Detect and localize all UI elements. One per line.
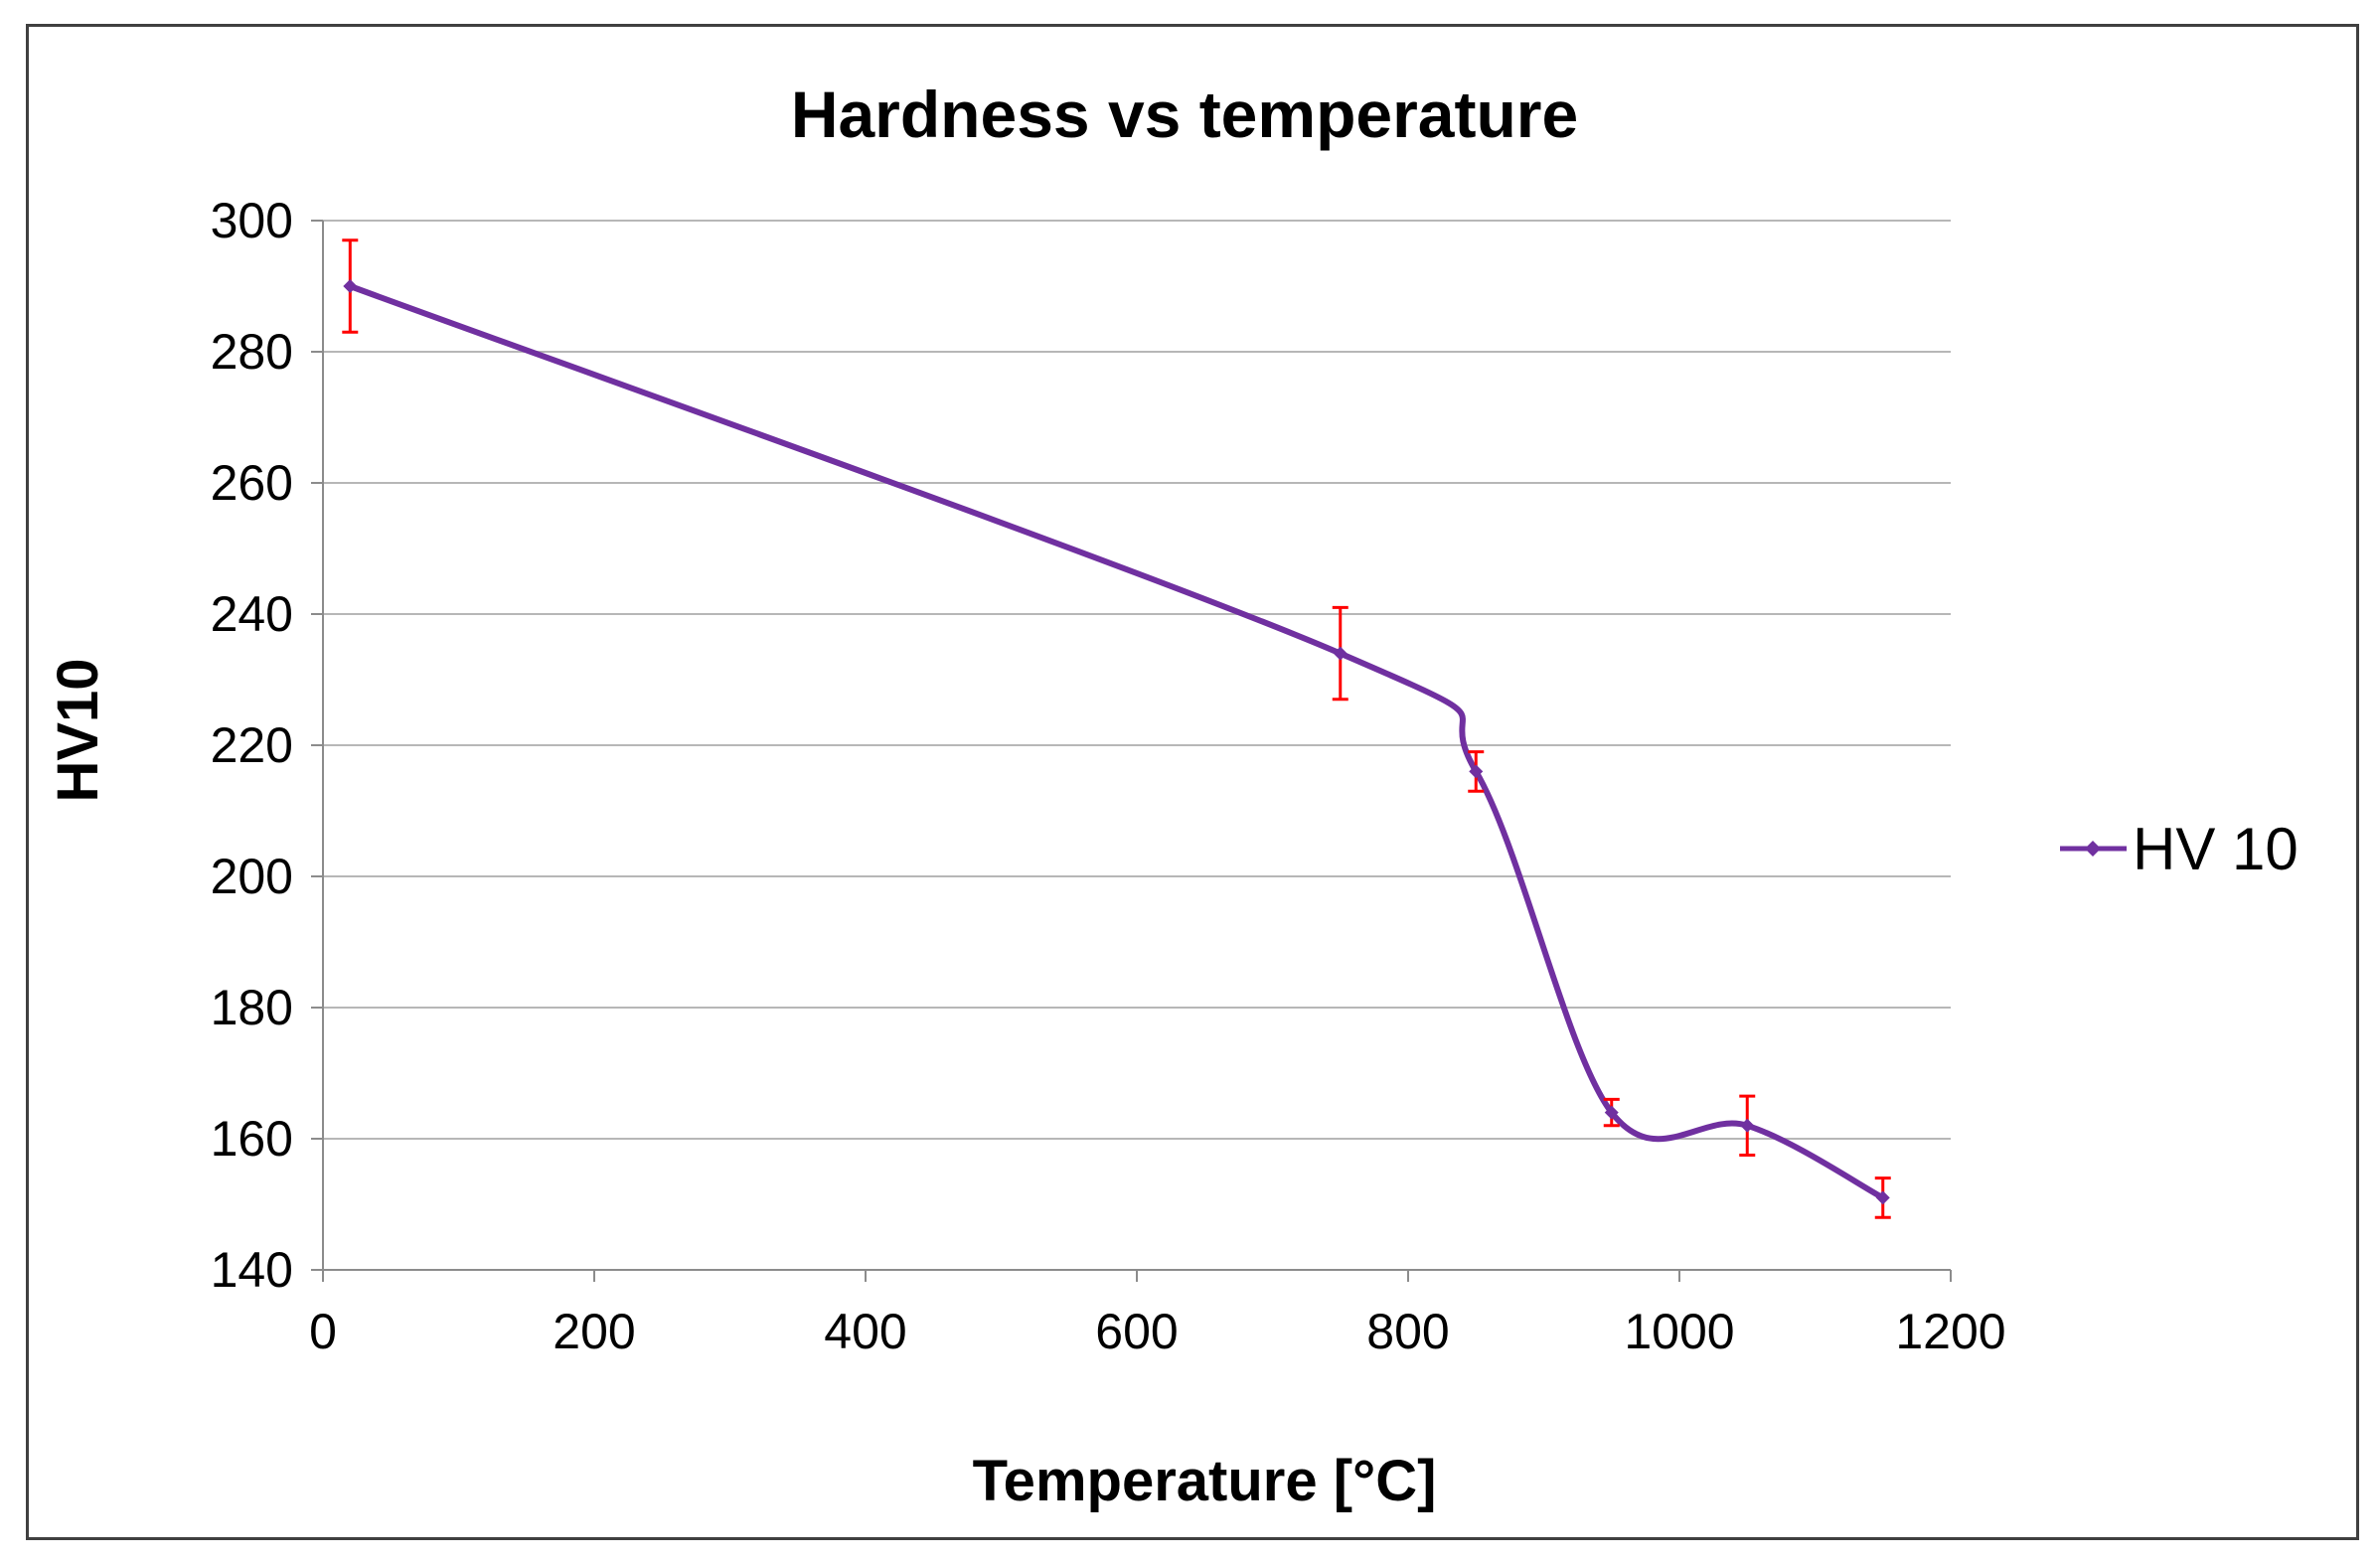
data-point-20 — [343, 279, 358, 293]
x-tick-label-600: 600 — [1095, 1304, 1178, 1359]
legend-diamond-marker — [2085, 841, 2101, 857]
series-hv10 — [342, 238, 1891, 1219]
data-point-1150 — [1875, 1190, 1890, 1205]
y-axis-title: HV10 — [46, 658, 110, 802]
x-tick-label-1200: 1200 — [1895, 1304, 2005, 1359]
y-tick-label-180: 180 — [211, 980, 293, 1035]
data-point-1050 — [1740, 1118, 1755, 1133]
y-tick-label-300: 300 — [211, 193, 293, 248]
data-point-850 — [1469, 764, 1484, 779]
x-tick-label-1000: 1000 — [1624, 1304, 1734, 1359]
y-tick-labels: 140 160 180 200 220 240 260 280 300 — [211, 193, 293, 1298]
series-line-hv10 — [349, 283, 1885, 1201]
axes — [311, 220, 1952, 1282]
data-point-950 — [1604, 1105, 1619, 1120]
gridlines — [323, 220, 1951, 1140]
chart-title: Hardness vs temperature — [791, 78, 1578, 151]
y-tick-label-280: 280 — [211, 324, 293, 380]
legend-label: HV 10 — [2133, 816, 2299, 882]
data-point-750 — [1333, 646, 1348, 661]
x-tick-label-200: 200 — [553, 1304, 635, 1359]
y-tick-label-200: 200 — [211, 849, 293, 904]
chart-frame — [26, 24, 2359, 1540]
x-tick-label-400: 400 — [824, 1304, 906, 1359]
x-tick-label-800: 800 — [1366, 1304, 1449, 1359]
x-tick-labels: 0 200 400 600 800 1000 1200 — [309, 1304, 2006, 1359]
legend[interactable]: HV 10 — [2060, 816, 2299, 882]
y-tick-label-160: 160 — [211, 1111, 293, 1167]
y-tick-label-240: 240 — [211, 586, 293, 642]
y-tick-label-260: 260 — [211, 455, 293, 511]
y-tick-label-140: 140 — [211, 1242, 293, 1298]
x-axis-title: Temperature [°C] — [973, 1449, 1437, 1513]
y-tick-label-220: 220 — [211, 717, 293, 773]
x-tick-label-0: 0 — [309, 1304, 337, 1359]
